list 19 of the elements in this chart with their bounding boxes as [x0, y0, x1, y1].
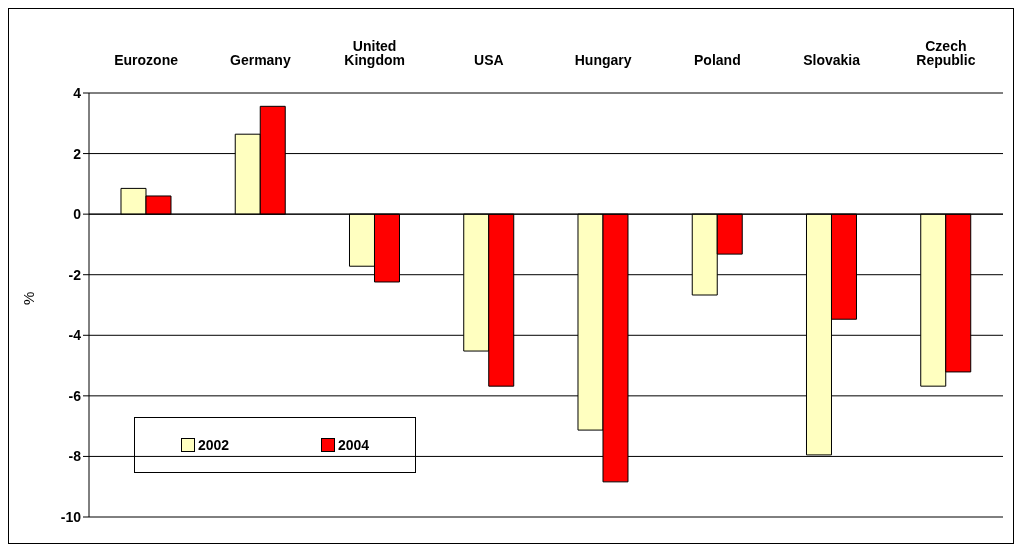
- y-tick-label: 4: [73, 84, 82, 101]
- y-axis-title: %: [20, 291, 38, 305]
- y-tick-label: -8: [68, 448, 82, 465]
- x-tick-label: USA: [474, 52, 504, 68]
- x-tick-label: Germany: [230, 52, 291, 68]
- y-tick-label: 0: [73, 206, 82, 223]
- x-tick-label: Poland: [694, 52, 741, 68]
- x-tick-label: United Kingdom: [344, 38, 405, 68]
- legend-label: 2004: [336, 437, 370, 453]
- y-tick-label: -4: [68, 327, 82, 344]
- legend-label: 2002: [196, 437, 230, 453]
- x-tick-label: Slovakia: [803, 52, 861, 68]
- y-tick-label: -10: [60, 508, 82, 525]
- y-tick-label: -6: [68, 387, 82, 404]
- y-tick-label: 2: [73, 145, 82, 162]
- x-tick-label: Hungary: [574, 52, 632, 68]
- x-tick-label: Eurozone: [114, 52, 179, 68]
- x-tick-label: Czech Republic: [916, 38, 976, 68]
- y-tick-label: -2: [68, 266, 82, 283]
